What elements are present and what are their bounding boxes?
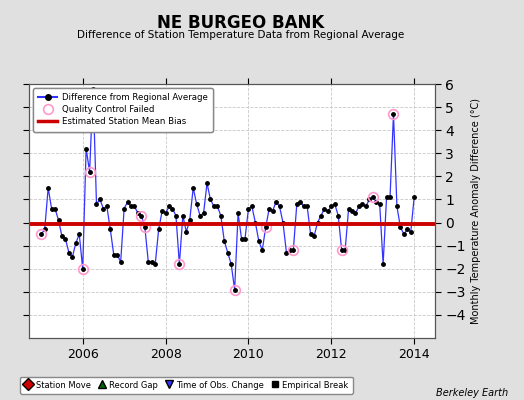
Legend: Station Move, Record Gap, Time of Obs. Change, Empirical Break: Station Move, Record Gap, Time of Obs. C…: [20, 376, 353, 394]
Text: NE BURGEO BANK: NE BURGEO BANK: [157, 14, 325, 32]
Text: Difference of Station Temperature Data from Regional Average: Difference of Station Temperature Data f…: [78, 30, 405, 40]
Text: Berkeley Earth: Berkeley Earth: [436, 388, 508, 398]
Legend: Difference from Regional Average, Quality Control Failed, Estimated Station Mean: Difference from Regional Average, Qualit…: [33, 88, 213, 132]
Y-axis label: Monthly Temperature Anomaly Difference (°C): Monthly Temperature Anomaly Difference (…: [472, 98, 482, 324]
